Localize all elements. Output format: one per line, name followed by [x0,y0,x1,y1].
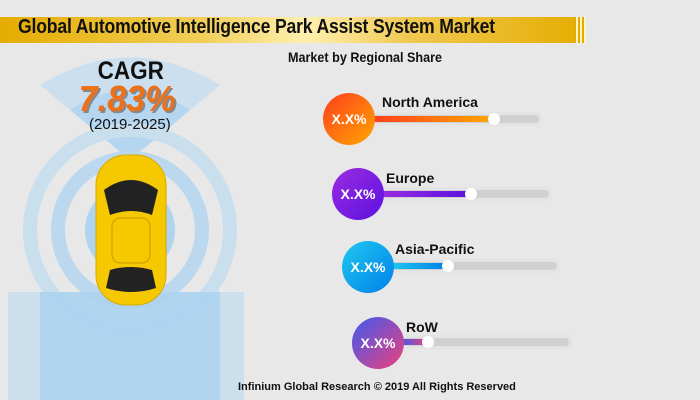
share-value: X.X% [350,259,386,275]
share-knob [487,113,500,125]
share-value: X.X% [331,111,367,127]
share-fill [370,116,494,122]
share-knob [465,188,478,200]
region-label: Europe [386,170,435,186]
footer-copyright: Infinium Global Research © 2019 All Righ… [238,381,516,393]
banner-stripes [574,17,586,43]
share-track [370,112,542,126]
share-badge: X.X% [323,93,375,145]
page-title: Global Automotive Intelligence Park Assi… [18,16,495,38]
share-track [390,259,560,273]
car-sensor-illustration [8,57,244,400]
share-badge: X.X% [342,241,394,293]
share-value: X.X% [340,186,376,202]
share-track [400,335,572,349]
share-badge: X.X% [332,168,384,220]
region-label: North America [382,94,478,110]
chart-subtitle: Market by Regional Share [288,49,443,65]
share-fill [400,339,428,345]
car-rear-window [106,267,156,292]
region-label: RoW [406,319,438,335]
car-roof [111,217,151,264]
car-windshield [104,180,158,215]
share-knob [421,336,434,348]
share-value: X.X% [360,335,396,351]
share-track [380,187,552,201]
sensor-wave-bottom-inner [40,292,220,400]
region-label: Asia-Pacific [395,241,475,257]
cagr-value: 7.83% [78,78,176,119]
share-fill [380,191,472,197]
cagr-label: CAGR [97,57,164,85]
cagr-period: (2019-2025) [89,116,171,133]
share-fill [390,263,448,269]
share-knob [441,260,454,272]
share-badge: X.X% [352,317,404,369]
title-banner [0,17,586,43]
